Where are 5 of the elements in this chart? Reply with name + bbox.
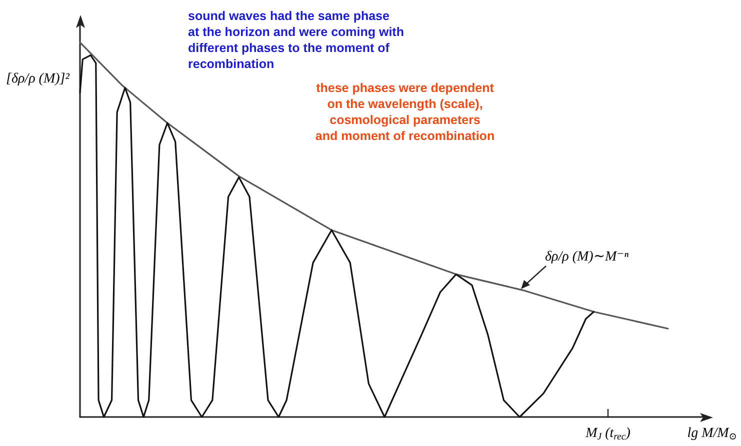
y-axis-title: [δρ/ρ (M)]² [6,72,70,86]
annotation: δρ/ρ (M)∼M⁻ⁿ [545,250,630,264]
x-axis-title: lg M/M⊙ [687,426,738,442]
annotation: these phases were dependent on the wavelength (scale), cosmological parameters and moment of recombination [315,81,495,143]
annotation: sound waves had the same phase at the horizon and were coming with different phases to the moment of recombination [188,9,404,71]
